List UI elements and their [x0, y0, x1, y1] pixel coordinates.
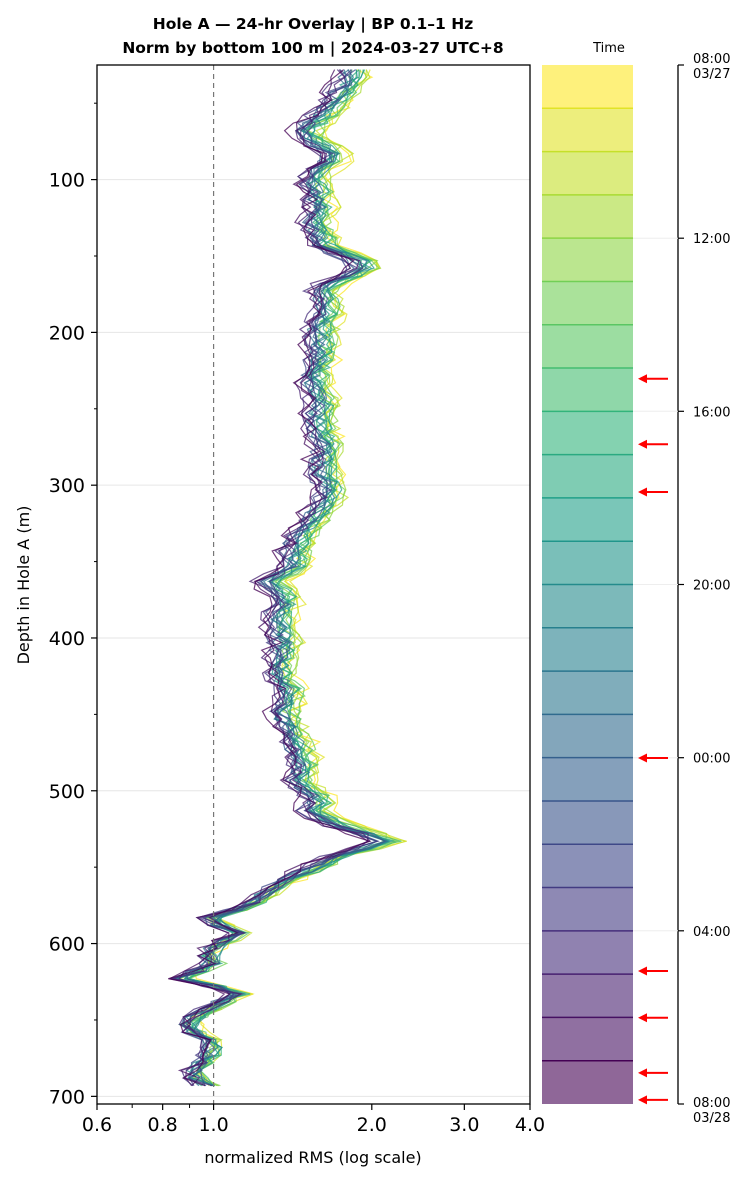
colorbar-tick-label: 20:00 [693, 579, 730, 594]
y-tick-label: 200 [49, 322, 85, 344]
colorbar-segment [542, 800, 633, 845]
trace-line [176, 69, 398, 1087]
x-axis-label: normalized RMS (log scale) [204, 1148, 421, 1167]
x-tick-label: 3.0 [449, 1114, 479, 1136]
colorbar-segment [542, 281, 633, 325]
arrow-head [638, 1013, 647, 1023]
colorbar-label: Time [592, 41, 625, 56]
colorbar-segment [542, 454, 633, 498]
colorbar-segment [542, 1060, 633, 1104]
x-tick-label: 1.0 [198, 1114, 228, 1136]
colorbar-tick-label: 12:00 [693, 232, 730, 247]
colorbar-segment [542, 930, 633, 975]
y-tick-label: 300 [49, 475, 85, 497]
y-tick-label: 500 [49, 781, 85, 803]
colorbar-segment [542, 584, 633, 628]
colorbar-segment [542, 368, 633, 412]
y-tick-label: 600 [49, 934, 85, 956]
time-series-traces [167, 69, 408, 1087]
colorbar-segment [542, 887, 633, 931]
colorbar-segment [542, 411, 633, 455]
trace-line [173, 69, 378, 1087]
plot-frame [96, 64, 531, 1105]
colorbar-segment [542, 151, 633, 195]
arrow-head [638, 966, 647, 976]
colorbar-segment [542, 238, 633, 282]
chart-title-line2: Norm by bottom 100 m | 2024-03-27 UTC+8 [122, 39, 503, 58]
colorbar-segment [542, 757, 633, 801]
colorbar-tick-sublabel: 03/27 [693, 67, 730, 82]
arrow-head [638, 753, 647, 763]
arrow-head [638, 439, 647, 449]
x-tick-label: 0.8 [148, 1114, 178, 1136]
colorbar-segment [542, 497, 633, 542]
arrow-head [638, 487, 647, 497]
colorbar-tick-label: 08:00 [693, 52, 730, 67]
colorbar-segment [542, 714, 633, 758]
trace-line [171, 69, 379, 1087]
y-axis-label: Depth in Hole A (m) [14, 506, 33, 665]
colorbar-segment [542, 974, 633, 1018]
colorbar-segment [542, 844, 633, 888]
arrow-head [638, 1095, 647, 1105]
chart-title-line1: Hole A — 24-hr Overlay | BP 0.1–1 Hz [153, 15, 473, 34]
colorbar-segment [542, 324, 633, 369]
x-tick-label: 2.0 [357, 1114, 387, 1136]
colorbar-segment [542, 627, 633, 672]
colorbar-tick-label: 08:00 [693, 1096, 730, 1111]
colorbar: 08:0003/2712:0016:0020:0000:0004:0008:00… [542, 52, 730, 1126]
trace-line [192, 69, 396, 1087]
y-axis: 100 200 300 400 500 600 700 [49, 102, 97, 1108]
arrow-head [638, 374, 647, 384]
trace-line [168, 69, 372, 1087]
arrow-head [638, 1068, 647, 1078]
x-tick-label: 4.0 [515, 1114, 545, 1136]
x-axis: 0.6 0.8 1.0 2.0 3.0 4.0 [82, 1104, 545, 1136]
y-tick-label: 700 [49, 1086, 85, 1108]
colorbar-segment [542, 108, 633, 152]
colorbar-segment [542, 541, 633, 585]
colorbar-segment [542, 65, 633, 109]
x-tick-label: 0.6 [82, 1114, 112, 1136]
colorbar-tick-label: 00:00 [693, 752, 730, 767]
y-tick-label: 100 [49, 170, 85, 192]
trace-line [176, 69, 392, 1087]
colorbar-segment [542, 194, 633, 239]
colorbar-tick-label: 04:00 [693, 925, 730, 940]
y-tick-label: 400 [49, 628, 85, 650]
colorbar-segment [542, 671, 633, 715]
colorbar-tick-sublabel: 03/28 [693, 1111, 730, 1126]
colorbar-segment [542, 1017, 633, 1061]
colorbar-tick-label: 16:00 [693, 405, 730, 420]
